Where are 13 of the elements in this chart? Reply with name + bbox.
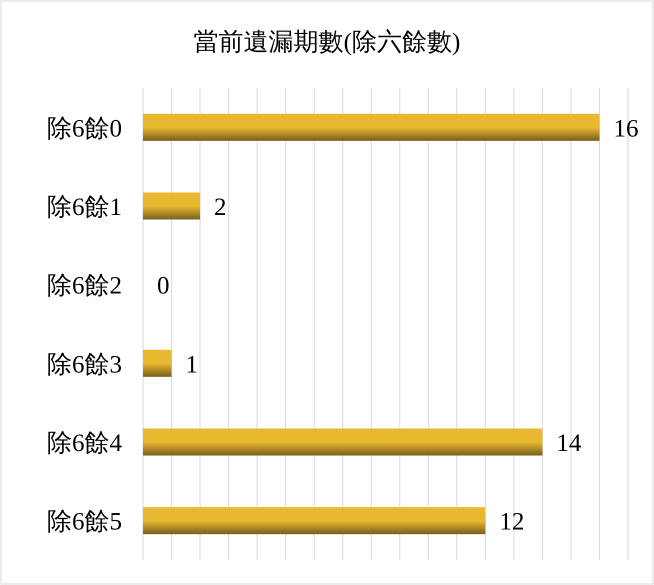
category: 除6餘1 (47, 194, 122, 221)
data-label: 16 (613, 115, 638, 142)
title: 當前遺漏期數(除六餘數) (194, 29, 460, 56)
data-label: 12 (499, 508, 524, 536)
category: 除6餘4 (47, 430, 122, 457)
data-label: 14 (556, 430, 582, 457)
data-label: 2 (214, 194, 227, 221)
data-label: 0 (157, 272, 170, 300)
category: 除6餘0 (47, 115, 122, 142)
category: 除6餘2 (47, 272, 122, 300)
category: 除6餘3 (47, 351, 122, 378)
category: 除6餘5 (47, 508, 122, 536)
data-label: 1 (186, 351, 198, 378)
